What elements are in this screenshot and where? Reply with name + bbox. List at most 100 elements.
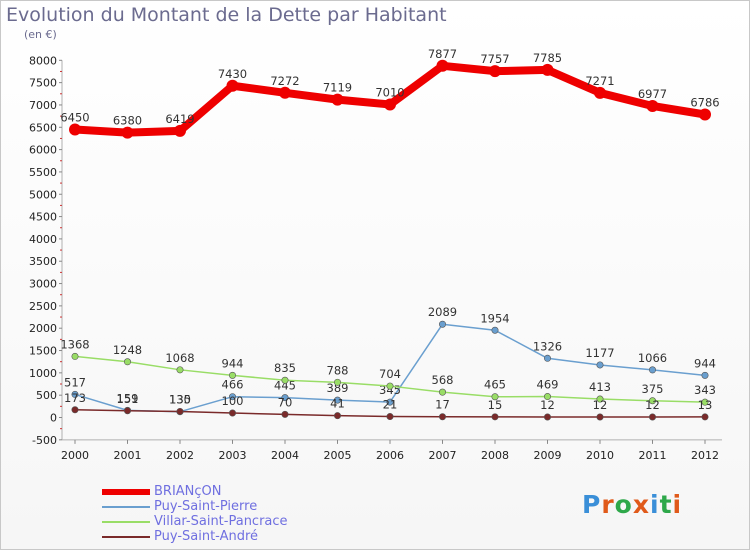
data-point <box>333 412 341 420</box>
data-label: 41 <box>330 397 345 411</box>
y-tick-label: 8000 <box>29 54 57 67</box>
logo-letter: i <box>650 490 660 519</box>
y-tick-label: 3000 <box>29 278 57 291</box>
chart-subtitle: (en €) <box>24 28 57 41</box>
logo-letter: o <box>614 490 633 519</box>
x-tick-label: 2005 <box>324 449 352 462</box>
data-point <box>71 390 79 398</box>
data-point <box>331 93 344 106</box>
data-point <box>438 388 446 396</box>
y-tick-label: 7000 <box>29 99 57 112</box>
data-label: 704 <box>379 367 401 381</box>
data-point <box>333 396 341 404</box>
data-label: 413 <box>589 380 611 394</box>
data-point <box>384 98 396 111</box>
data-point <box>174 124 186 137</box>
logo-letter: r <box>601 490 615 519</box>
data-point <box>176 407 184 415</box>
y-tick-label: 4500 <box>29 211 57 224</box>
data-label: 469 <box>537 378 559 392</box>
data-point <box>491 393 499 401</box>
data-label: 6380 <box>113 114 142 128</box>
data-label: 151 <box>117 392 139 406</box>
data-point <box>701 398 709 406</box>
data-point <box>543 354 551 362</box>
data-point <box>646 99 659 112</box>
data-point <box>541 63 554 76</box>
data-label: 7119 <box>323 81 352 95</box>
data-label: 6786 <box>690 96 719 110</box>
legend-label: Puy-Saint-André <box>154 529 259 544</box>
logo-letter: x <box>632 490 650 519</box>
y-tick-label: 2500 <box>29 300 57 313</box>
data-point <box>229 371 237 379</box>
data-point <box>594 86 606 99</box>
legend-label: Villar-Saint-Pancrace <box>154 514 288 529</box>
x-tick-label: 2001 <box>114 449 142 462</box>
data-point <box>648 413 656 421</box>
data-label: 173 <box>64 391 86 405</box>
data-label: 12 <box>593 398 608 412</box>
x-tick-label: 2000 <box>61 449 89 462</box>
data-label: 375 <box>642 382 664 396</box>
data-point <box>176 366 184 374</box>
legend-swatch <box>102 536 150 538</box>
data-point <box>648 366 656 374</box>
legend-label: Puy-Saint-Pierre <box>154 499 258 514</box>
data-point <box>489 65 501 78</box>
data-label: 1066 <box>638 351 667 365</box>
data-label: 1068 <box>165 351 194 365</box>
legend-swatch <box>102 489 150 495</box>
data-label: 1326 <box>533 339 562 353</box>
x-tick-label: 2010 <box>586 449 614 462</box>
y-tick-label: 3500 <box>29 255 57 268</box>
x-tick-label: 2003 <box>219 449 247 462</box>
x-tick-label: 2002 <box>166 449 194 462</box>
data-point <box>491 326 499 334</box>
data-point <box>701 371 709 379</box>
data-label: 389 <box>327 381 349 395</box>
data-label: 6450 <box>60 111 89 125</box>
data-point <box>226 79 239 92</box>
y-tick-label: 2000 <box>29 322 57 335</box>
data-label: 21 <box>383 398 398 412</box>
x-tick-label: 2006 <box>376 449 404 462</box>
y-tick-label: 1500 <box>29 345 57 358</box>
data-label: 1954 <box>480 311 509 325</box>
data-label: 15 <box>488 398 503 412</box>
y-tick-label: 5500 <box>29 166 57 179</box>
data-point <box>438 320 446 328</box>
data-point <box>699 108 711 121</box>
data-label: 100 <box>222 394 244 408</box>
data-point <box>543 413 551 421</box>
data-label: 12 <box>540 398 555 412</box>
data-point <box>436 59 449 72</box>
y-tick-label: 1000 <box>29 367 57 380</box>
data-point <box>281 410 289 418</box>
data-label: 7785 <box>533 51 562 65</box>
data-point <box>386 398 394 406</box>
data-label: 6419 <box>165 112 194 126</box>
data-label: 1248 <box>113 343 142 357</box>
data-label: 7010 <box>375 86 404 100</box>
legend-label: BRIANçON <box>154 484 222 499</box>
data-label: 466 <box>222 378 244 392</box>
y-tick-label: 0 <box>50 412 57 425</box>
logo-letter: t <box>659 490 673 519</box>
data-label: 944 <box>694 356 716 370</box>
x-tick-label: 2012 <box>691 449 719 462</box>
y-tick-label: 4000 <box>29 233 57 246</box>
data-label: 13 <box>698 398 713 412</box>
data-point <box>281 376 289 384</box>
y-tick-label: 6500 <box>29 121 57 134</box>
y-tick-label: 5000 <box>29 188 57 201</box>
x-tick-label: 2011 <box>639 449 667 462</box>
legend-swatch <box>102 521 150 523</box>
data-point <box>596 413 604 421</box>
data-point <box>281 394 289 402</box>
data-point <box>386 382 394 390</box>
y-tick-label: 6000 <box>29 144 57 157</box>
data-point <box>71 352 79 360</box>
